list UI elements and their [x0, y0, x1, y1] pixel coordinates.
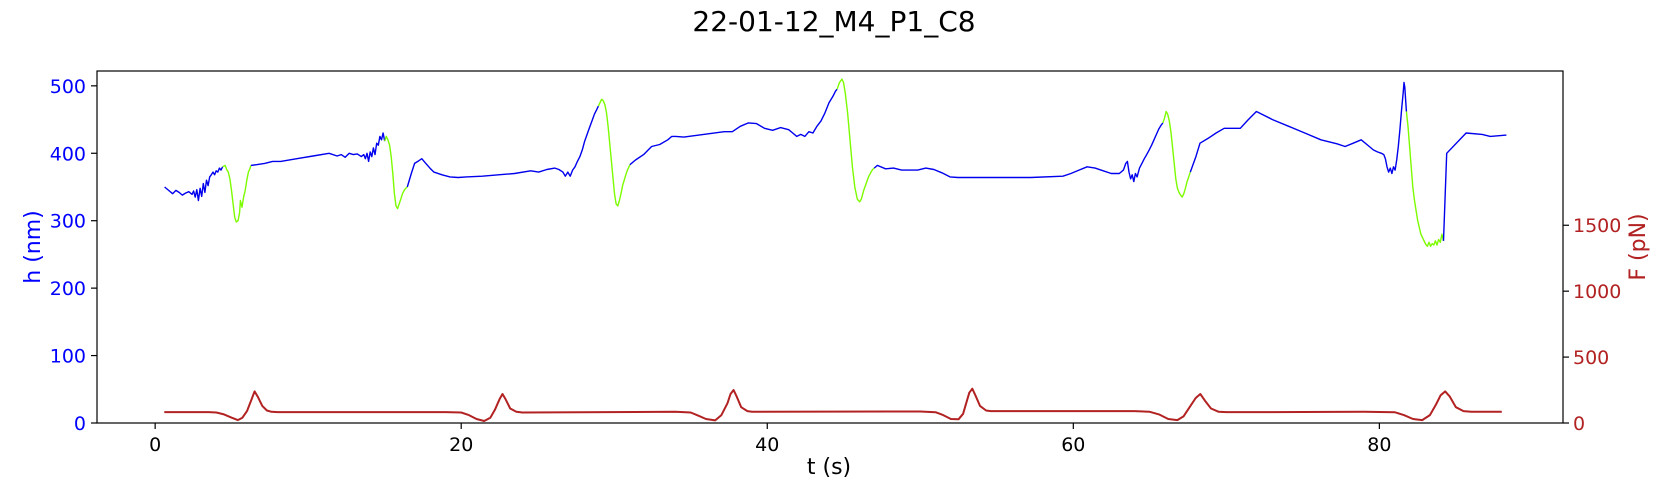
height-series-line-10 [1189, 81, 1408, 175]
x-tick-label: 0 [149, 434, 161, 456]
x-tick-label: 60 [1061, 434, 1085, 456]
y-left-tick-label: 0 [74, 413, 86, 435]
height-series-line-2 [250, 132, 386, 167]
plot-frame [96, 70, 1564, 424]
y-left-tick-label: 500 [50, 76, 86, 98]
y-axis-right-label: F (pN) [1626, 213, 1651, 280]
height-series-line-0 [164, 166, 224, 202]
x-axis: 0 20 40 60 80 [149, 423, 1391, 456]
force-series-line [164, 387, 1502, 422]
x-tick-label: 40 [755, 434, 779, 456]
x-axis-label: t (s) [807, 455, 851, 480]
y-right-tick-label: 500 [1573, 347, 1609, 369]
height-series-line-1 [222, 164, 252, 223]
chart-title: 22-01-12_M4_P1_C8 [692, 5, 975, 38]
series-layer [164, 78, 1507, 422]
height-series-line-4 [406, 105, 600, 188]
y-left-tick-label: 300 [50, 211, 86, 233]
y-left-tick-label: 400 [50, 143, 86, 165]
y-left-tick-label: 200 [50, 278, 86, 300]
y-right-tick-label: 1000 [1573, 281, 1621, 303]
height-series-line-3 [384, 135, 408, 210]
y-axis-left-label: h (nm) [21, 210, 46, 283]
y-axis-left: 0 100 200 300 400 500 [50, 76, 97, 435]
y-left-tick-label: 100 [50, 346, 86, 368]
height-series-line-7 [836, 78, 875, 203]
height-series-line-6 [629, 88, 838, 166]
height-series-line-11 [1405, 111, 1445, 248]
x-tick-label: 80 [1367, 434, 1391, 456]
height-series-line-9 [1162, 110, 1191, 198]
x-tick-label: 20 [449, 434, 473, 456]
height-series-line-8 [873, 122, 1164, 183]
height-series-line-5 [597, 98, 631, 207]
y-right-tick-label: 0 [1573, 413, 1585, 435]
y-axis-right: 0 500 1000 1500 [1563, 215, 1621, 435]
height-series-line-12 [1442, 132, 1507, 241]
y-right-tick-label: 1500 [1573, 215, 1621, 237]
